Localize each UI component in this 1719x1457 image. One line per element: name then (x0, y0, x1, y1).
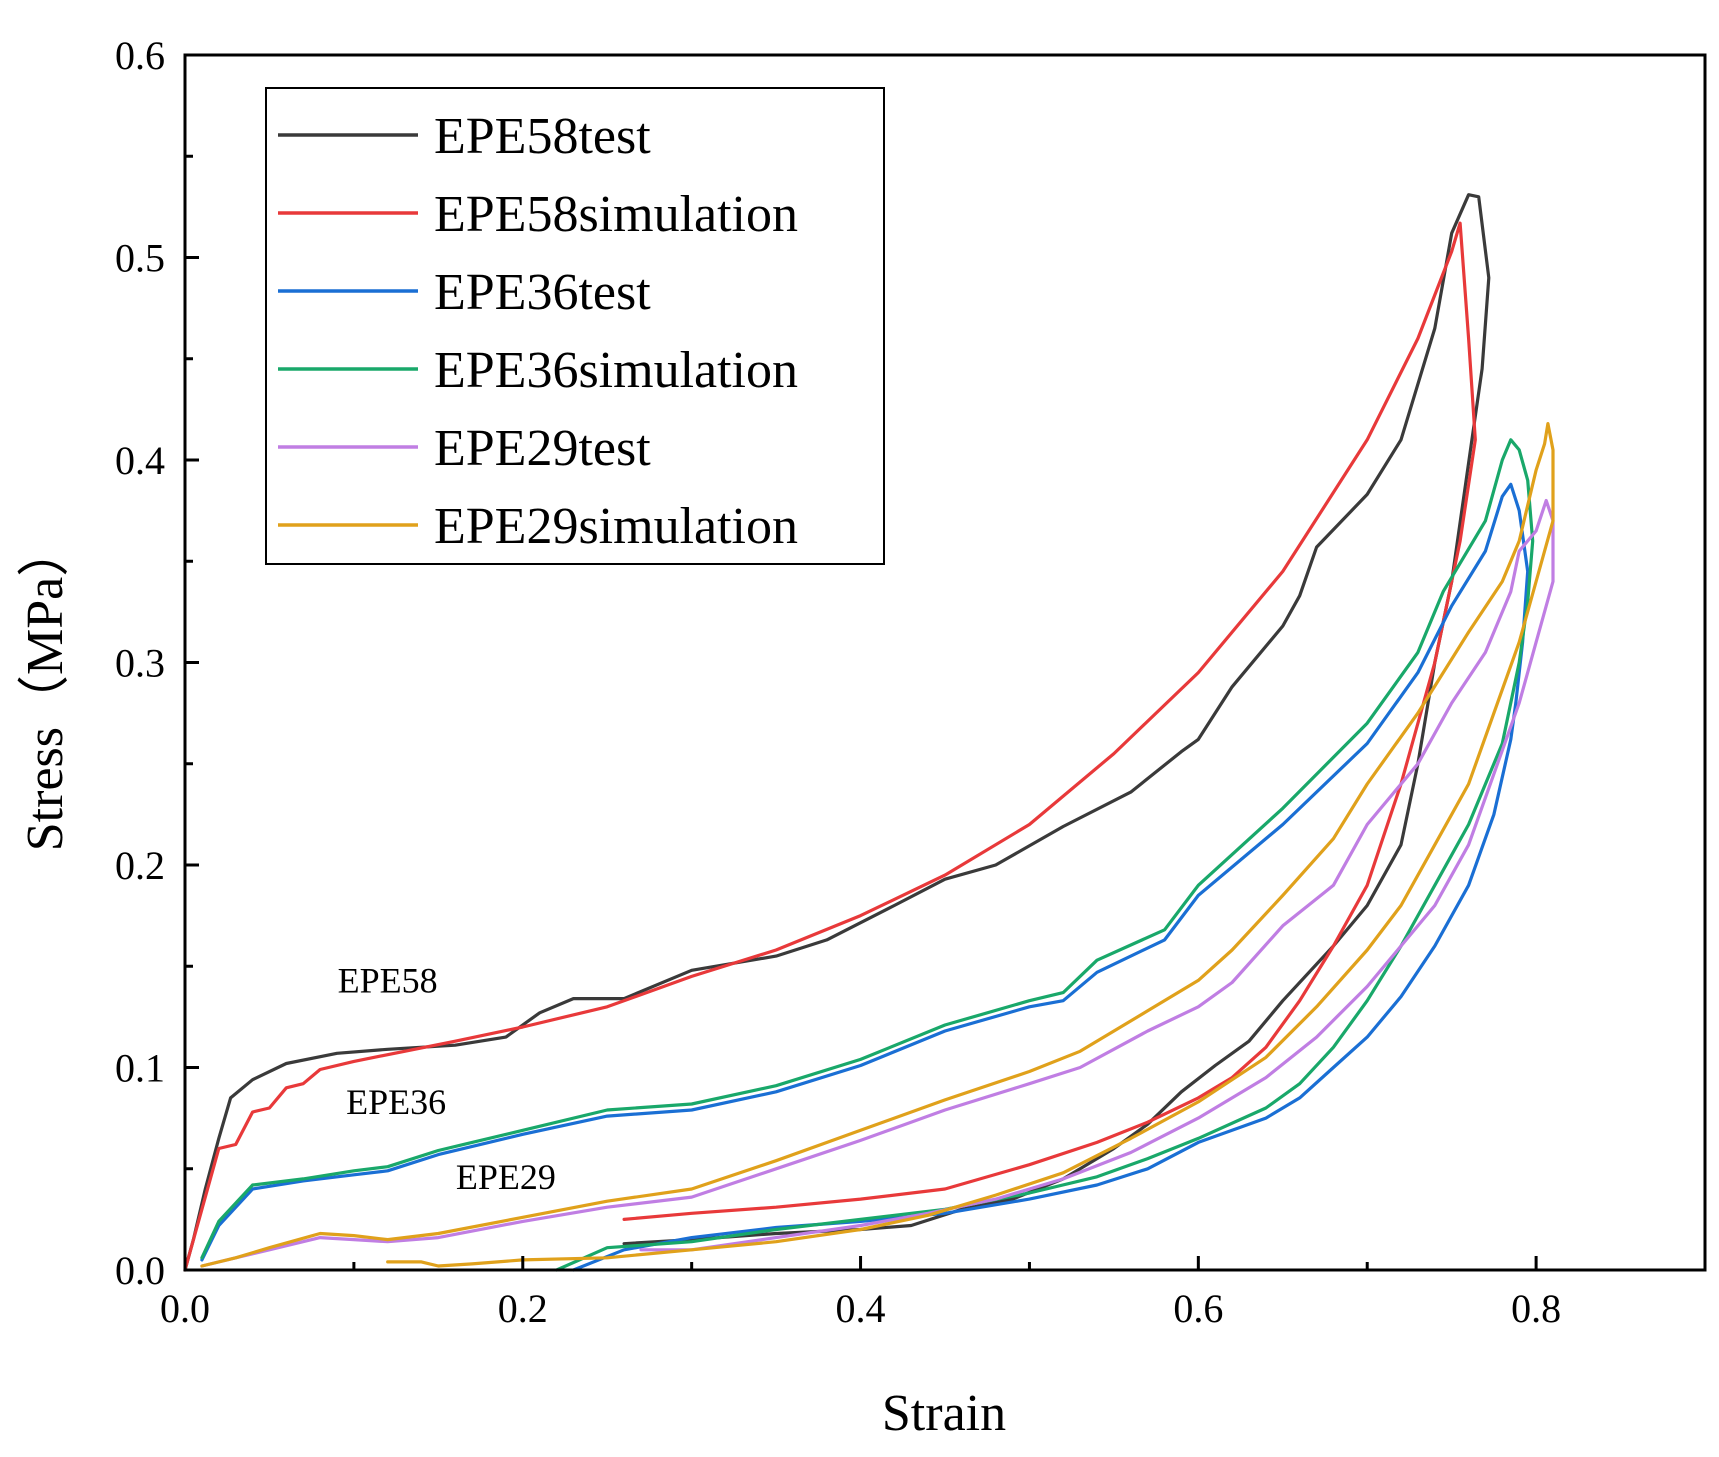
legend: EPE58test EPE58simulation EPE36test EPE36si… (265, 87, 885, 565)
axes-layer: 0.0 0.2 0.4 0.6 0.8 0.0 0.1 0.2 0.3 0.4 0.5 0.6 (115, 33, 1707, 1331)
y-tick-label: 0.4 (115, 438, 165, 483)
y-tick-label: 0.6 (115, 33, 165, 78)
series-line-epe36simulation (200, 438, 1535, 1272)
x-tick-label: 0.0 (160, 1286, 210, 1331)
x-tick-label: 0.6 (1173, 1286, 1223, 1331)
y-tick-label: 0.1 (115, 1046, 165, 1091)
y-tick-label: 0.5 (115, 236, 165, 281)
x-tick-label: 0.2 (498, 1286, 548, 1331)
y-tick-label: 0.2 (115, 843, 165, 888)
annotation-epe36: EPE36 (346, 1082, 446, 1122)
plot-frame (183, 53, 1707, 1272)
x-tick-label: 0.4 (836, 1286, 886, 1331)
legend-box (265, 87, 885, 565)
y-tick-label: 0.0 (115, 1248, 165, 1293)
series-layer (183, 193, 1555, 1272)
y-tick-label: 0.3 (115, 641, 165, 686)
legend-label-epe58simulation: EPE58simulation (434, 186, 798, 243)
x-axis-title: Strain (882, 1385, 1006, 1442)
y-axis-title: Stress（MPa） (17, 525, 74, 851)
x-tick-label: 0.8 (1511, 1286, 1561, 1331)
series-line-epe29simulation (200, 422, 1555, 1268)
legend-label-epe29simulation: EPE29simulation (434, 498, 798, 555)
series-line-epe36test (200, 482, 1530, 1272)
series-line-epe58simulation (183, 221, 1477, 1272)
annotation-epe29: EPE29 (456, 1157, 556, 1197)
legend-label-epe58test: EPE58test (434, 108, 651, 165)
series-line-epe29test (200, 498, 1555, 1268)
annotation-epe58: EPE58 (338, 961, 438, 1001)
legend-label-epe36simulation: EPE36simulation (434, 342, 798, 399)
series-line-epe58test (183, 193, 1491, 1272)
legend-label-epe29test: EPE29test (434, 420, 651, 477)
legend-label-epe36test: EPE36test (434, 264, 651, 321)
